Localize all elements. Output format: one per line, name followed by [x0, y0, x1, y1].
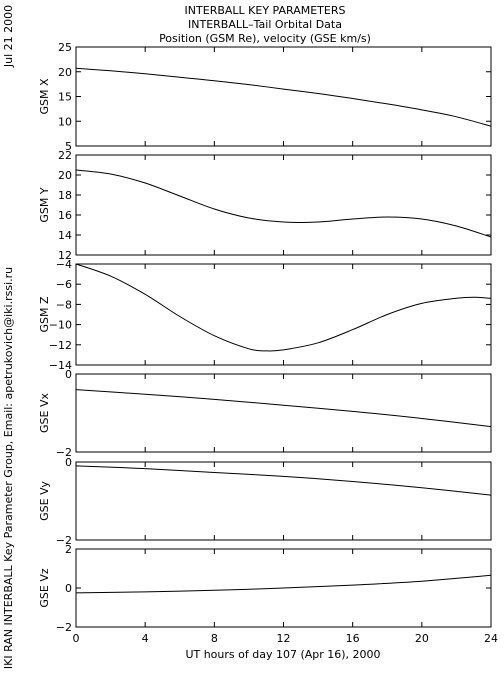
panel-ylabel: GSE Vx [38, 393, 51, 433]
y-tick-label: 22 [58, 149, 72, 162]
panel-3: −2 0 GSE Vx [38, 368, 492, 459]
series-line-gsm-x [75, 67, 492, 127]
x-tick-label: 12 [277, 632, 291, 645]
series-line-gse-vx [75, 389, 492, 428]
x-axis: 0 4 8 12 16 20 24 [73, 632, 499, 645]
panel-frame [75, 46, 492, 147]
panel-ylabel: GSM Y [38, 187, 51, 222]
panel-4: −2 0 GSE Vy [38, 456, 492, 547]
panel-ylabel: GSE Vy [38, 481, 51, 521]
y-tick-label: 2 [65, 543, 72, 556]
y-tick-label: −14 [49, 359, 72, 372]
y-tick-label: 0 [65, 582, 72, 595]
credit-text: IKI RAN INTERBALL Key Parameter Group, E… [2, 267, 15, 669]
y-tick-label: −10 [49, 319, 72, 332]
y-tick-label: 12 [58, 249, 72, 262]
series-line-gsm-y [75, 169, 492, 238]
y-tick-label: 20 [58, 169, 72, 182]
date-stamp: Jul 21 2000 [2, 5, 15, 68]
x-axis-label: UT hours of day 107 (Apr 16), 2000 [185, 648, 380, 661]
y-tick-label: −2 [56, 446, 72, 459]
y-tick-label: 10 [58, 115, 72, 128]
chart-title-3: Position (GSM Re), velocity (GSE km/s) [159, 32, 371, 45]
panel-1: 12 14 16 18 20 22 GSM Y [38, 149, 492, 262]
series-line-gse-vy [75, 465, 492, 496]
x-tick-label: 0 [73, 632, 80, 645]
panel-ylabel: GSE Vz [38, 568, 51, 607]
x-tick-label: 20 [415, 632, 429, 645]
y-tick-label: 0 [65, 368, 72, 381]
y-tick-label: 5 [65, 140, 72, 153]
panel-frame [75, 373, 492, 453]
y-tick-label: 15 [58, 91, 72, 104]
y-tick-label: −6 [56, 278, 72, 291]
x-tick-label: 16 [346, 632, 360, 645]
panel-ylabel: GSM Z [38, 296, 51, 332]
y-tick-label: −8 [56, 298, 72, 311]
series-line-gsm-z [75, 263, 492, 352]
panel-frame [75, 154, 492, 256]
chart-title-1: INTERBALL KEY PARAMETERS [185, 4, 346, 17]
panel-5: −2 0 2 GSE Vz [38, 543, 492, 634]
panel-ylabel: GSM X [38, 78, 51, 114]
series-line-gse-vz [75, 574, 492, 594]
y-tick-label: 14 [58, 229, 72, 242]
y-tick-label: 18 [58, 189, 72, 202]
x-tick-label: 8 [211, 632, 218, 645]
y-tick-label: −2 [56, 621, 72, 634]
y-tick-label: 0 [65, 456, 72, 469]
x-tick-label: 24 [484, 632, 498, 645]
panel-2: −14 −12 −10 −8 −6 −4 GSM Z [38, 258, 492, 372]
x-tick-label: 4 [142, 632, 149, 645]
y-tick-label: 16 [58, 209, 72, 222]
panel-frame [75, 461, 492, 541]
y-tick-label: −12 [49, 339, 72, 352]
panel-0: 5 10 15 20 25 GSM X [38, 41, 492, 153]
y-tick-label: −4 [56, 258, 72, 271]
y-tick-label: −2 [56, 534, 72, 547]
y-tick-label: 20 [58, 66, 72, 79]
chart-title-2: INTERBALL–Tail Orbital Data [188, 18, 342, 31]
y-tick-label: 25 [58, 41, 72, 54]
